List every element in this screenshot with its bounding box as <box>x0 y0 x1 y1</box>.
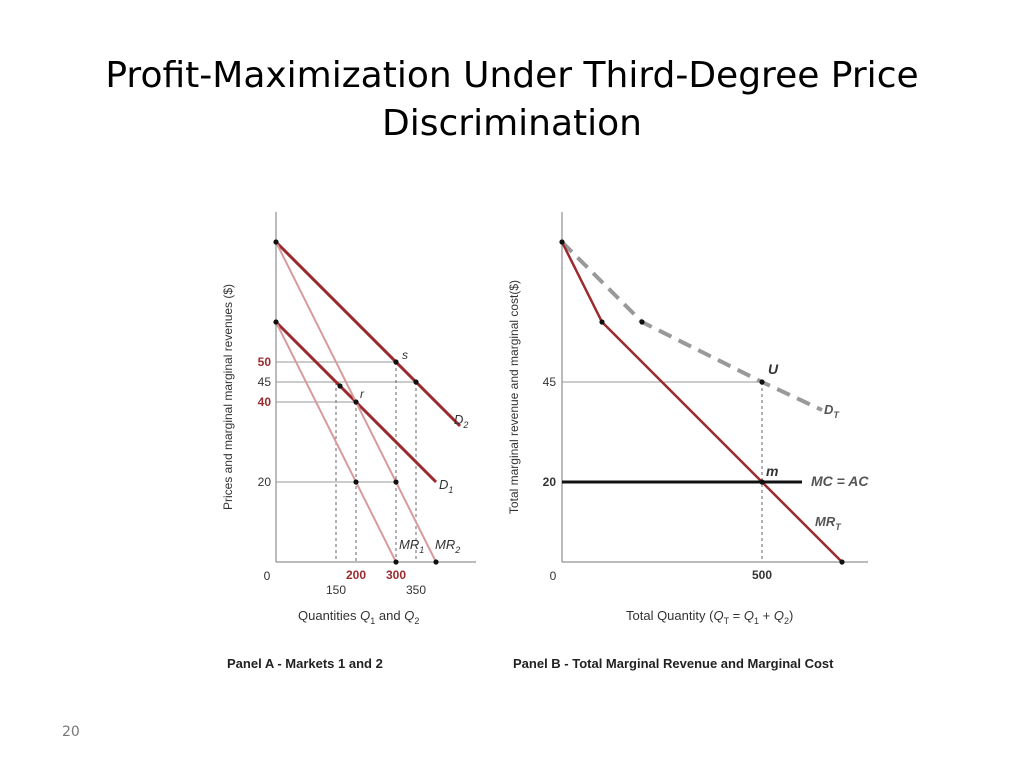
slide-number: 20 <box>62 724 80 740</box>
panel-b-series-mrt <box>560 241 843 563</box>
panel-b-point <box>759 379 765 385</box>
panel-a-caption: Panel A - Markets 1 and 2 <box>227 656 383 671</box>
panel-b-point-label-m: m <box>766 463 778 479</box>
panel-a-point <box>273 319 279 325</box>
panel-a-series-label-mr2: MR2 <box>435 537 460 555</box>
panel-a-x-tick-label: 350 <box>406 583 426 597</box>
panel-a-series-label-mr1: MR1 <box>399 537 424 555</box>
panel-a-y-axis-label: Prices and marginal marginal revenues ($… <box>221 284 235 510</box>
panel-b-y-axis-label: Total marginal revenue and marginal cost… <box>507 280 521 514</box>
panel-b-caption: Panel B - Total Marginal Revenue and Mar… <box>513 656 834 671</box>
panel-a-series-d2 <box>274 240 462 428</box>
panel-b-y-tick-label: 20 <box>543 475 557 489</box>
panel-b-point <box>559 239 565 245</box>
panel-a-x-axis-label: Quantities Q1 and Q2 <box>298 608 419 626</box>
panel-b-series-dt <box>560 240 823 412</box>
panel-b-origin-label: 0 <box>550 569 557 583</box>
panel-b-y-tick-label: 45 <box>543 375 557 389</box>
slide-title: Profit-Maximization Under Third-Degree P… <box>0 52 1024 148</box>
panel-a-y-tick-label: 50 <box>258 355 272 369</box>
panel-b-series-label-mc-ac: MC = AC <box>811 473 869 489</box>
panel-a-point <box>393 479 399 485</box>
panel-a-series-label-d1: D1 <box>439 477 453 495</box>
panel-a-point <box>353 479 359 485</box>
panel-a-point <box>393 359 399 365</box>
panel-a-y-tick-label: 45 <box>258 375 272 389</box>
slide-title-line-1: Profit-Maximization Under Third-Degree P… <box>105 55 919 96</box>
panel-a-x-tick-label: 150 <box>326 583 346 597</box>
panel-a-point <box>433 559 439 565</box>
panel-b-series-label-mrt: MRT <box>815 514 842 532</box>
slide-title-line-2: Discrimination <box>382 103 642 144</box>
panel-a-point <box>393 559 399 565</box>
panel-b-x-axis-label: Total Quantity (QT = Q1 + Q2) <box>626 608 793 626</box>
panel-a-point-label-s: s <box>402 348 408 362</box>
panel-b-series-label-dt: DT <box>824 402 840 420</box>
panel-a-point <box>273 239 279 245</box>
panel-a-series-mr1 <box>275 321 397 563</box>
panel-a-series-label-d2: D2 <box>454 412 468 430</box>
panel-b-point-label-U: U <box>768 361 779 377</box>
panel-b-point <box>759 479 765 485</box>
panel-b-point <box>599 319 605 325</box>
panel-b-x-tick-label: 500 <box>752 568 772 582</box>
panel-a-point <box>413 379 419 385</box>
panel-a-point <box>337 383 343 389</box>
panel-a-y-tick-label: 40 <box>258 395 272 409</box>
panel-a-point-label-r: r <box>360 387 365 401</box>
panel-a-point <box>353 399 359 405</box>
panel-b-point <box>639 319 645 325</box>
panel-a-x-tick-label: 300 <box>386 568 406 582</box>
panel-a-origin-label: 0 <box>264 569 271 583</box>
panel-a-x-tick-label: 200 <box>346 568 366 582</box>
panel-a-y-tick-label: 20 <box>258 475 272 489</box>
panel-b-point <box>839 559 845 565</box>
